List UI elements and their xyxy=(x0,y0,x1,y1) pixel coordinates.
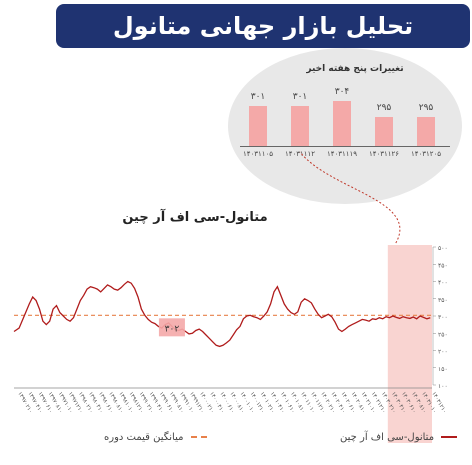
weekly-axis-line xyxy=(240,146,450,147)
weekly-bar xyxy=(375,117,393,146)
connector-line xyxy=(299,151,401,244)
weekly-bar-value: ۳۰۴ xyxy=(334,86,350,97)
weekly-bar xyxy=(291,106,309,146)
legend-average-swatch xyxy=(190,436,207,438)
y-tick-label: ۴۰۰ xyxy=(438,280,448,287)
weekly-bar xyxy=(249,106,267,146)
average-annotation-box xyxy=(158,318,185,337)
y-tick-label: ۲۵۰ xyxy=(438,331,448,338)
weekly-bar-value: ۳۰۱ xyxy=(250,92,266,103)
legend-average-label: میانگین قیمت دوره xyxy=(104,432,184,443)
chart-title: متانول-سی اف آر چین xyxy=(122,210,268,225)
y-tick-label: ۳۵۰ xyxy=(438,297,448,304)
weekly-bar-value: ۲۹۵ xyxy=(418,103,434,113)
y-tick-label: ۱۵۰ xyxy=(438,366,448,373)
weekly-bar-value: ۳۰۱ xyxy=(292,92,308,103)
legend-item-average: میانگین قیمت دوره xyxy=(104,432,207,443)
weekly-bar-date: ۱۴۰۳۱۱۰۵ xyxy=(242,150,274,158)
legend-item-series: متانول-سی اف آر چین xyxy=(340,432,458,443)
weekly-bar-date: ۱۴۰۳۱۱۲۶ xyxy=(368,150,400,158)
y-tick-label: ۵۰۰ xyxy=(438,245,448,252)
weekly-bar xyxy=(333,100,351,146)
y-tick-label: ۳۰۰ xyxy=(438,314,448,321)
y-tick-label: ۱۰۰ xyxy=(438,383,448,390)
weekly-bar-date: ۱۴۰۳۱۱۱۹ xyxy=(326,150,358,158)
y-tick-label: ۲۰۰ xyxy=(438,349,448,356)
page-title: تحلیل بازار جهانی متانول xyxy=(56,4,470,48)
y-tick-label: ۴۵۰ xyxy=(438,262,448,269)
weekly-bar-date: ۱۴۰۳۱۲۰۵ xyxy=(410,150,442,158)
weekly-bar-value: ۲۹۵ xyxy=(376,103,392,113)
weekly-bar-date: ۱۴۰۳۱۱۱۲ xyxy=(284,150,316,158)
recent-period-highlight xyxy=(387,245,432,443)
weekly-bar xyxy=(417,117,435,146)
weekly-panel-title: تغییرات پنج هفته اخیر xyxy=(306,64,404,74)
legend-series-label: متانول-سی اف آر چین xyxy=(340,432,435,443)
legend-series-swatch xyxy=(441,436,458,438)
series-line xyxy=(13,280,431,348)
average-annotation-label: ۳۰۲ xyxy=(165,324,180,334)
